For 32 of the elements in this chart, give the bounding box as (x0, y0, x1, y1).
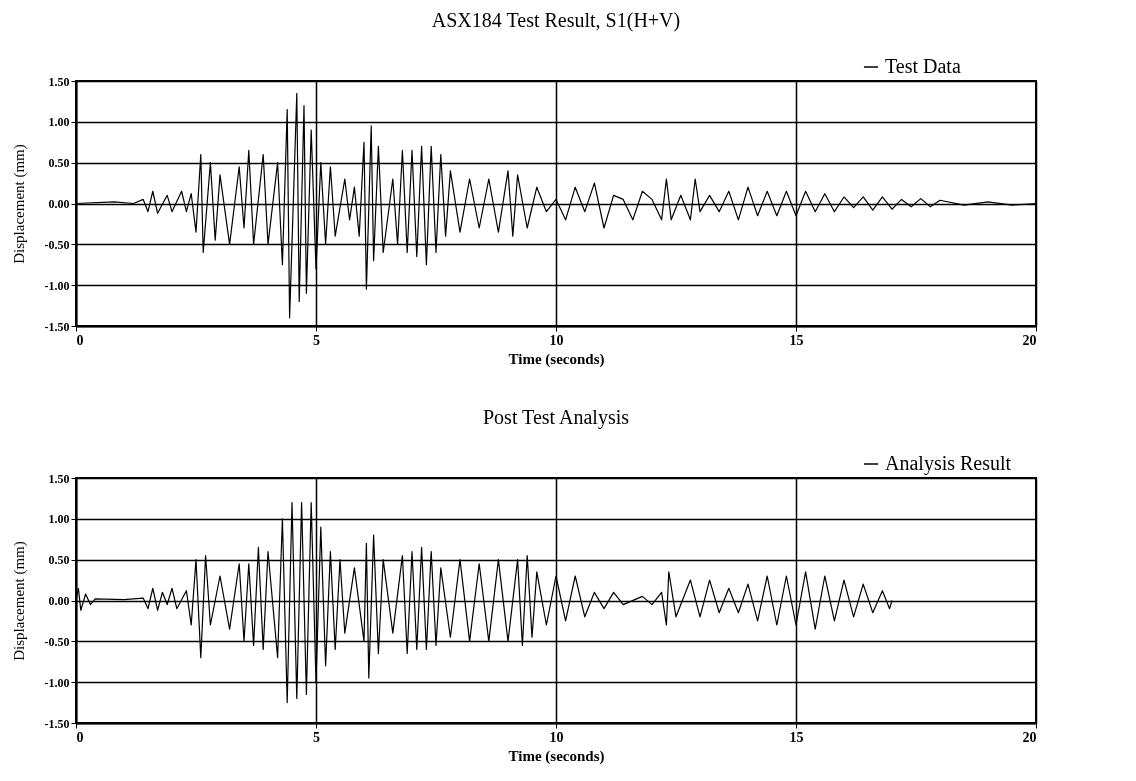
legend-label: Analysis Result (885, 452, 1012, 475)
y-tick-label: 1.00 (48, 115, 70, 130)
y-axis-title: Displacement (mm) (10, 541, 28, 661)
x-axis-title: Time (seconds) (508, 350, 605, 368)
y-tick-label: -1.50 (44, 319, 70, 334)
x-tick-label: 0 (76, 729, 84, 745)
x-tick-label: 10 (549, 332, 564, 348)
legend-label: Test Data (885, 55, 961, 77)
y-tick-label: 1.50 (48, 471, 70, 486)
y-tick-label: -0.50 (44, 634, 70, 649)
x-tick-label: 5 (313, 729, 320, 745)
y-tick-label: 0.00 (48, 197, 70, 211)
y-tick-label: 0.50 (48, 156, 70, 171)
y-tick-label: 0.00 (48, 594, 70, 608)
y-axis-title: Displacement (mm) (10, 144, 28, 264)
chart-title: Post Test Analysis (482, 406, 630, 429)
y-tick-label: 1.00 (48, 512, 70, 527)
y-tick-label: 1.50 (48, 74, 70, 89)
x-tick-label: 20 (1022, 729, 1037, 745)
y-tick-label: -1.00 (44, 675, 70, 690)
x-tick-label: 10 (549, 729, 564, 745)
x-tick-label: 0 (76, 332, 84, 348)
y-tick-label: -1.00 (44, 278, 70, 293)
x-tick-label: 15 (789, 729, 804, 745)
chart-title: ASX184 Test Result, S1(H+V) (431, 9, 681, 32)
x-tick-label: 5 (313, 332, 320, 348)
y-tick-label: 0.50 (48, 553, 70, 568)
x-tick-label: 15 (789, 332, 804, 348)
x-axis-title: Time (seconds) (508, 747, 605, 765)
y-tick-label: -0.50 (44, 237, 70, 252)
x-tick-label: 20 (1022, 332, 1037, 348)
y-tick-label: -1.50 (44, 716, 70, 731)
